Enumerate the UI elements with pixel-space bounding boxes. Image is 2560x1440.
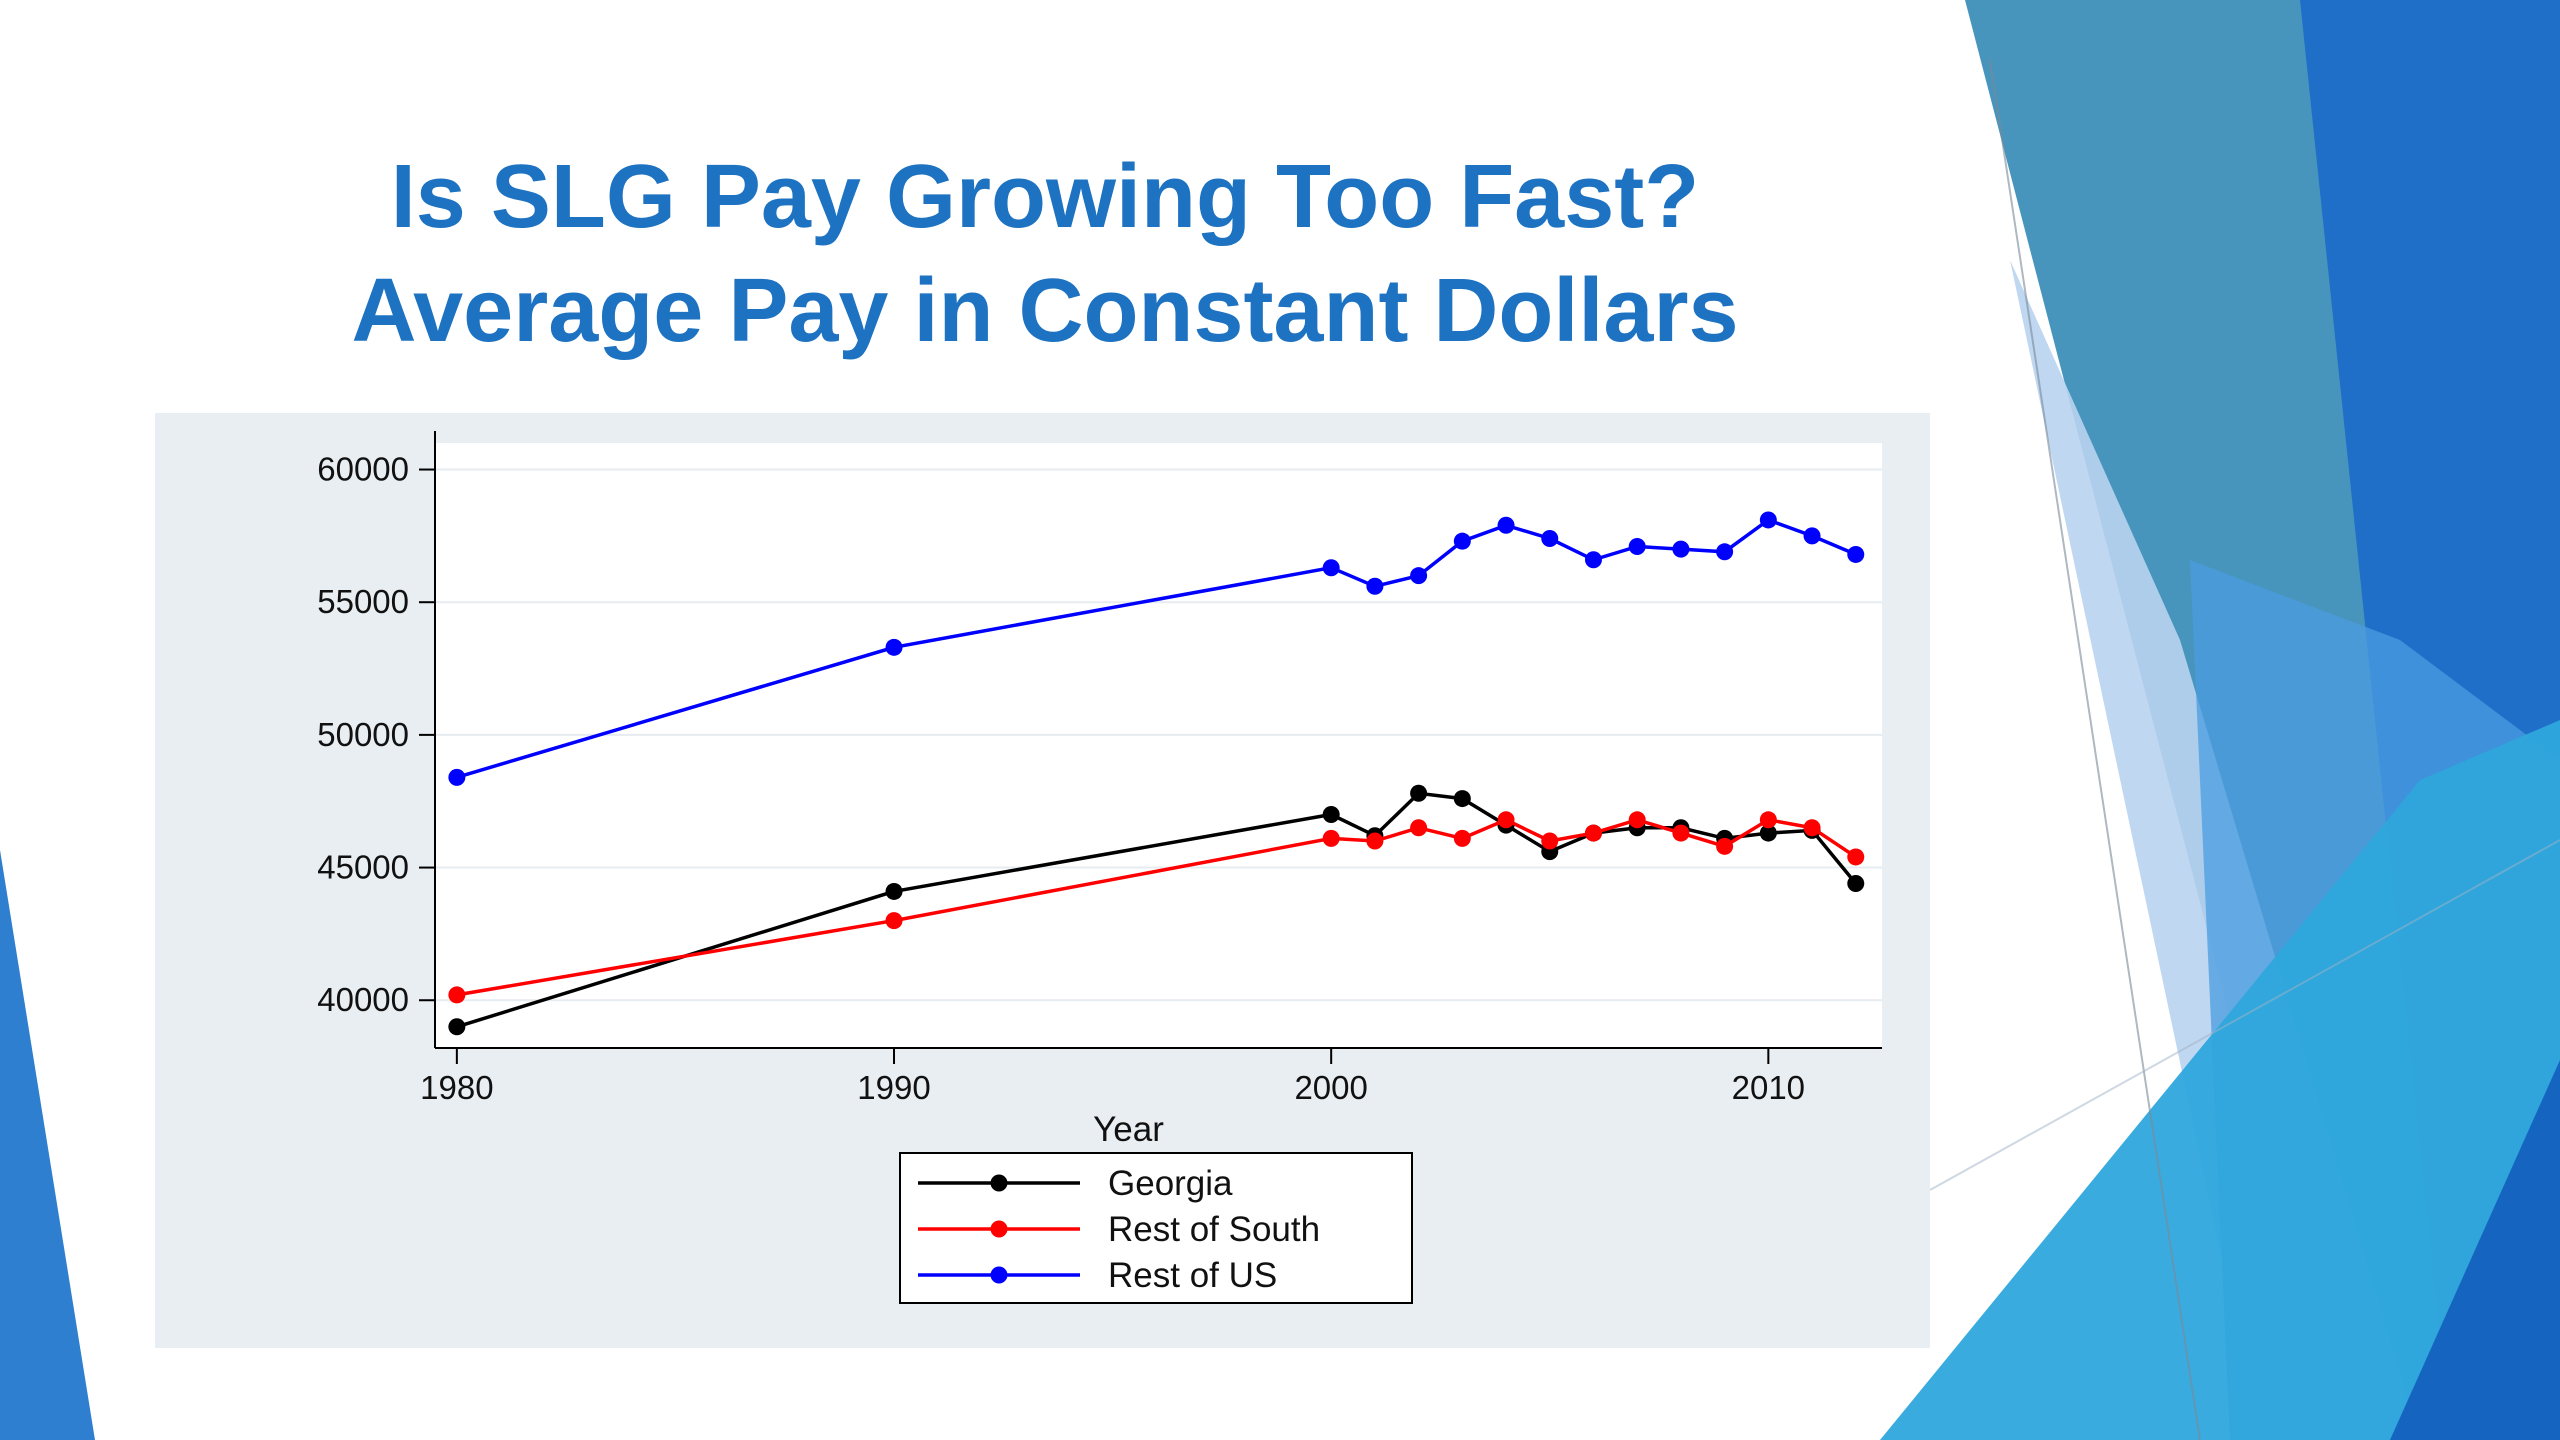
data-point	[1628, 811, 1646, 829]
data-point	[1322, 805, 1340, 823]
y-tick-label: 50000	[317, 716, 409, 753]
data-point	[1672, 540, 1690, 558]
data-point	[448, 986, 466, 1004]
plot-area	[435, 443, 1882, 1048]
data-point	[1584, 824, 1602, 842]
data-point	[1584, 551, 1602, 569]
legend-swatch-marker	[990, 1174, 1008, 1192]
data-point	[1410, 819, 1428, 837]
data-point	[1759, 811, 1777, 829]
data-point	[885, 638, 903, 656]
x-tick-label: 2010	[1732, 1069, 1805, 1106]
data-point	[1453, 790, 1471, 808]
data-point	[1541, 530, 1559, 548]
legend-swatch-marker	[990, 1266, 1008, 1284]
deco-line	[1929, 839, 2560, 1191]
right-facet-deep	[2390, 1060, 2560, 1440]
y-tick-label: 40000	[317, 981, 409, 1018]
legend-label: Georgia	[1108, 1164, 1233, 1203]
chart-panel: 40000 45000 50000 55000 60000 1980 1990 2000 201…	[155, 413, 1930, 1348]
data-point	[1672, 824, 1690, 842]
y-tick-label: 55000	[317, 583, 409, 620]
data-point	[1628, 537, 1646, 555]
data-point	[1803, 819, 1821, 837]
data-point	[1716, 543, 1734, 561]
data-point	[1847, 545, 1865, 563]
data-point	[1410, 784, 1428, 802]
x-tick-label: 1980	[420, 1069, 493, 1106]
data-point	[448, 768, 466, 786]
data-point	[1541, 832, 1559, 850]
data-point	[1847, 874, 1865, 892]
x-tick-label: 1990	[857, 1069, 930, 1106]
legend-swatch-marker	[990, 1220, 1008, 1238]
left-facet-blue	[0, 850, 95, 1440]
x-tick-label: 2000	[1294, 1069, 1367, 1106]
data-point	[1322, 829, 1340, 847]
data-point	[1759, 824, 1777, 842]
y-tick-label: 60000	[317, 451, 409, 488]
data-point	[1453, 532, 1471, 550]
x-axis-label: Year	[1093, 1110, 1164, 1149]
y-tick-label: 45000	[317, 849, 409, 886]
data-point	[1453, 829, 1471, 847]
data-point	[1410, 567, 1428, 585]
data-point	[885, 912, 903, 930]
deco-line	[1989, 59, 2201, 1440]
data-point	[448, 1018, 466, 1036]
slide-title-line2: Average Pay in Constant Dollars	[351, 261, 1739, 361]
data-point	[1847, 848, 1865, 866]
data-point	[1497, 516, 1515, 534]
data-point	[1803, 527, 1821, 545]
data-point	[1366, 577, 1384, 595]
legend-label: Rest of US	[1108, 1256, 1277, 1295]
data-point	[1716, 837, 1734, 855]
data-point	[1366, 832, 1384, 850]
data-point	[885, 882, 903, 900]
right-facet-cyan	[1880, 720, 2560, 1440]
data-point	[1322, 559, 1340, 577]
data-point	[1759, 511, 1777, 529]
data-point	[1497, 811, 1515, 829]
slide-title: Is SLG Pay Growing Too Fast? Average Pay…	[150, 140, 1940, 368]
legend-label: Rest of South	[1108, 1210, 1320, 1249]
line-chart: 40000 45000 50000 55000 60000 1980 1990 2000 201…	[317, 431, 1882, 1304]
slide-title-line1: Is SLG Pay Growing Too Fast?	[390, 147, 1700, 247]
